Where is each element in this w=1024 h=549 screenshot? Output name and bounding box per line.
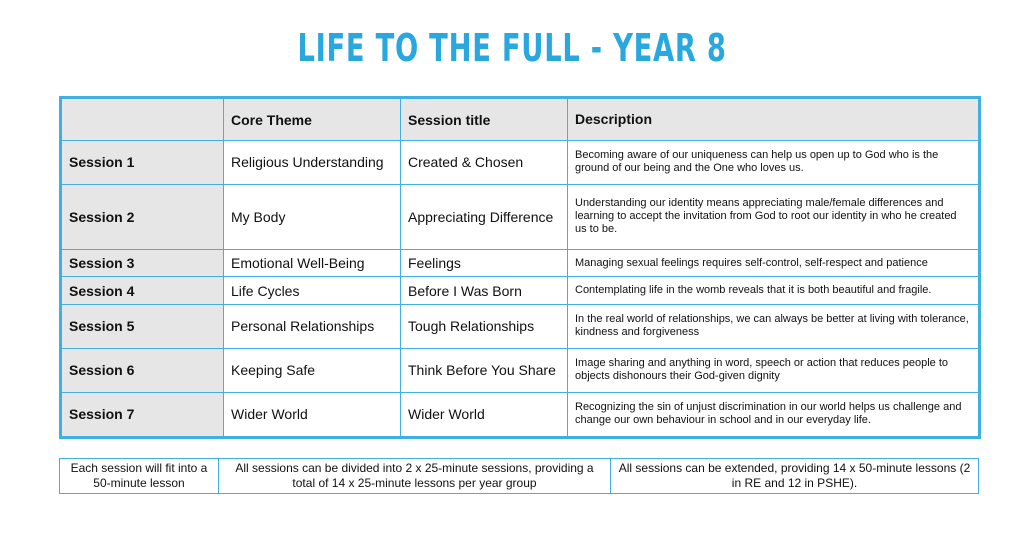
notes-table: Each session will fit into a 50-minute l… bbox=[59, 458, 979, 494]
cell: Session 6 bbox=[60, 347, 224, 393]
cell: Becoming aware of our uniqueness can hel… bbox=[567, 140, 980, 185]
note: All sessions can be divided into 2 x 25-… bbox=[218, 458, 611, 494]
cell: Recognizing the sin of unjust discrimina… bbox=[567, 391, 980, 438]
session-row: Session 1 Religious Understanding Created … bbox=[60, 140, 980, 185]
notes-row: Each session will fit into a 50-minute l… bbox=[59, 458, 979, 494]
cell: Understanding our identity means appreci… bbox=[567, 183, 980, 250]
cell: Wider World bbox=[400, 391, 568, 438]
cell: Contemplating life in the womb reveals t… bbox=[567, 276, 980, 305]
header-cell: Session title bbox=[400, 97, 568, 141]
cell: Session 2 bbox=[60, 183, 224, 250]
header-cell bbox=[60, 97, 224, 141]
header-row: Core Theme Session title Description bbox=[60, 97, 980, 141]
cell: Session 3 bbox=[60, 248, 224, 278]
session-row: Session 6 Keeping Safe Think Before You Sh… bbox=[60, 347, 980, 393]
cell: Tough Relationships bbox=[400, 303, 568, 349]
cell: Keeping Safe bbox=[223, 347, 401, 393]
cell: Managing sexual feelings requires self-c… bbox=[567, 248, 980, 278]
cell: My Body bbox=[223, 183, 401, 250]
cell: In the real world of relationships, we c… bbox=[567, 303, 980, 349]
session-row: Session 2 My Body Appreciating Difference U… bbox=[60, 183, 980, 250]
session-row: Session 5 Personal Relationships Tough Rel… bbox=[60, 303, 980, 349]
cell: Session 7 bbox=[60, 391, 224, 438]
note: All sessions can be extended, providing … bbox=[610, 458, 979, 494]
header-cell: Core Theme bbox=[223, 97, 401, 141]
title-bar: LIFE TO THE FULL - YEAR 8 bbox=[0, 26, 1024, 70]
cell: Religious Understanding bbox=[223, 140, 401, 185]
cell: Personal Relationships bbox=[223, 303, 401, 349]
cell: Session 5 bbox=[60, 303, 224, 349]
title: LIFE TO THE FULL - YEAR 8 bbox=[297, 26, 727, 70]
note: Each session will fit into a 50-minute l… bbox=[59, 458, 219, 494]
cell: Feelings bbox=[400, 248, 568, 278]
cell: Think Before You Share bbox=[400, 347, 568, 393]
header-cell: Description bbox=[567, 97, 980, 141]
session-row: Session 7 Wider World Wider World Recognizi… bbox=[60, 391, 980, 438]
cell: Emotional Well-Being bbox=[223, 248, 401, 278]
cell: Session 4 bbox=[60, 276, 224, 305]
table-body: Core Theme Session title Description Sessio… bbox=[60, 97, 980, 438]
cell: Life Cycles bbox=[223, 276, 401, 305]
session-table: Core Theme Session title Description Sessio… bbox=[59, 96, 981, 439]
cell: Image sharing and anything in word, spee… bbox=[567, 347, 980, 393]
cell: Before I Was Born bbox=[400, 276, 568, 305]
session-row: Session 3 Emotional Well-Being Feelings Man… bbox=[60, 248, 980, 278]
cell: Wider World bbox=[223, 391, 401, 438]
session-row: Session 4 Life Cycles Before I Was Born Con… bbox=[60, 276, 980, 305]
cell: Appreciating Difference bbox=[400, 183, 568, 250]
cell: Session 1 bbox=[60, 140, 224, 185]
cell: Created & Chosen bbox=[400, 140, 568, 185]
